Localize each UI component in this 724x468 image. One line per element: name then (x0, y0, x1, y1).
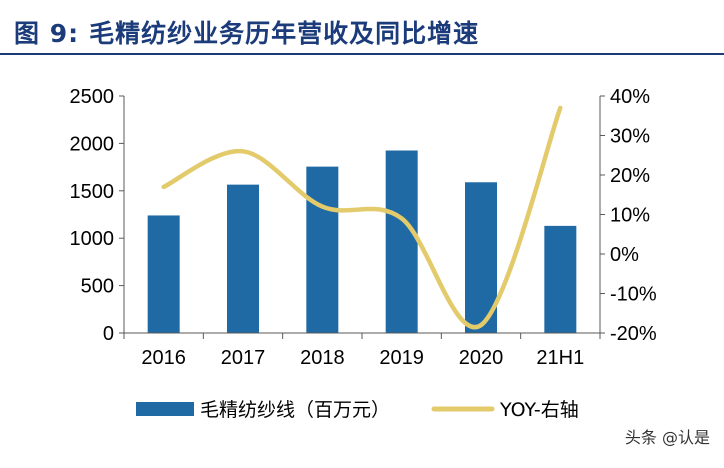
legend-line-label: YOY-右轴 (499, 399, 579, 421)
x-tick-label: 2019 (379, 347, 424, 369)
left-tick-label: 0 (103, 323, 114, 345)
yoy-line-path (161, 105, 563, 330)
right-tick-label: 30% (610, 126, 650, 148)
right-tick-label: 40% (610, 86, 650, 108)
chart-axes: 0 500 1000 1500 2000 2500 -20% -10% 0% 10% 20% 30% 4… (70, 86, 657, 369)
right-tick-label: 10% (610, 205, 650, 227)
left-tick-label: 1000 (70, 228, 115, 250)
right-tick-label: 0% (610, 244, 639, 266)
left-tick-label: 1500 (70, 181, 115, 203)
right-tick-label: 20% (610, 165, 650, 187)
line-series (161, 105, 563, 330)
figure-label: 图 9: (14, 19, 80, 48)
bar-series (147, 150, 577, 333)
figure-title-text: 毛精纺纱业务历年营收及同比增速 (89, 19, 480, 48)
bar-2017 (227, 184, 259, 333)
left-tick-label: 500 (81, 276, 114, 298)
figure-header: 图 9: 毛精纺纱业务历年营收及同比增速 (0, 0, 724, 56)
right-tick-label: -10% (610, 284, 657, 306)
bar-2019 (385, 150, 418, 333)
bar-2018 (306, 166, 339, 333)
right-tick-label: -20% (610, 323, 657, 345)
x-tick-label: 2017 (221, 347, 266, 369)
legend-bar-swatch (136, 402, 194, 416)
x-tick-label: 21H1 (536, 347, 584, 369)
left-tick-label: 2500 (70, 86, 115, 108)
figure-title: 图 9: 毛精纺纱业务历年营收及同比增速 (14, 14, 479, 50)
x-tick-label: 2018 (300, 347, 345, 369)
bar-21H1 (544, 225, 577, 333)
chart-legend: 毛精纺纱线（百万元） YOY-右轴 (136, 399, 579, 421)
x-tick-label: 2016 (141, 347, 186, 369)
legend-bar-label: 毛精纺纱线（百万元） (200, 399, 390, 421)
watermark: 头条 @认是 (624, 428, 710, 447)
bar-2016 (147, 215, 180, 333)
x-tick-label: 2020 (459, 347, 504, 369)
title-rule (0, 53, 724, 55)
left-tick-label: 2000 (70, 133, 115, 155)
